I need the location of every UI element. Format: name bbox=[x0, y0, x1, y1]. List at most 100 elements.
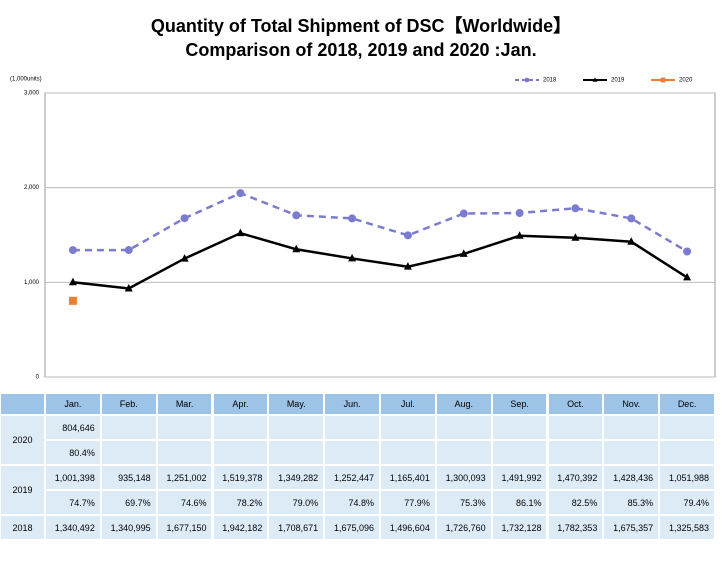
table-cell: 1,708,671 bbox=[268, 515, 325, 540]
table-header: Mar. bbox=[156, 393, 213, 415]
table-cell: 1,300,093 bbox=[435, 465, 492, 490]
table-cell bbox=[435, 440, 492, 465]
table-cell: 1,325,583 bbox=[659, 515, 715, 540]
chart: Quantity of Total Shipment of DSC【Worldw… bbox=[10, 16, 716, 381]
table-cell: 1,782,353 bbox=[547, 515, 604, 540]
table-header: Nov. bbox=[603, 393, 660, 415]
marker bbox=[68, 296, 77, 305]
marker bbox=[627, 237, 636, 245]
table-cell bbox=[380, 415, 436, 440]
marker bbox=[180, 254, 189, 262]
legend-label: 2020 bbox=[679, 78, 693, 84]
table-header: Jun. bbox=[324, 393, 380, 415]
plot-area bbox=[44, 92, 716, 378]
table-cell: 1,726,760 bbox=[435, 515, 492, 540]
table-cell bbox=[156, 415, 213, 440]
series-line bbox=[72, 231, 688, 290]
table-header: Aug. bbox=[435, 393, 492, 415]
table-header: Sep. bbox=[491, 393, 548, 415]
marker bbox=[348, 214, 357, 223]
table-cell: 1,519,378 bbox=[212, 465, 269, 490]
marker bbox=[459, 209, 468, 218]
y-axis-label: (1,000units) bbox=[10, 77, 42, 83]
marker bbox=[68, 246, 77, 255]
marker bbox=[459, 249, 468, 257]
table-cell bbox=[603, 415, 660, 440]
table-cell: 78.2% bbox=[212, 490, 269, 515]
table-row-label: 2019 bbox=[0, 465, 45, 515]
table-cell bbox=[659, 415, 715, 440]
series-line bbox=[72, 191, 688, 253]
table-cell: 1,675,357 bbox=[603, 515, 660, 540]
table-cell bbox=[156, 440, 213, 465]
marker bbox=[660, 77, 666, 83]
table-header: Jan. bbox=[45, 393, 101, 415]
table-cell: 85.3% bbox=[603, 490, 660, 515]
table-corner bbox=[0, 393, 45, 415]
table-cell: 1,491,992 bbox=[491, 465, 548, 490]
marker bbox=[348, 253, 357, 262]
marker bbox=[515, 231, 524, 239]
table-cell bbox=[324, 415, 380, 440]
table-cell: 82.5% bbox=[547, 490, 604, 515]
marker bbox=[403, 262, 412, 270]
table-cell: 1,340,995 bbox=[100, 515, 157, 540]
table-cell: 1,675,096 bbox=[324, 515, 380, 540]
chart-subtitle: Comparison of 2018, 2019 and 2020 :Jan. bbox=[185, 40, 536, 60]
marker bbox=[515, 209, 524, 218]
legend-label: 2018 bbox=[543, 78, 557, 84]
y-tick-label: 1,000 bbox=[24, 280, 40, 286]
marker bbox=[292, 211, 301, 220]
table-cell: 1,340,492 bbox=[45, 515, 101, 540]
table-cell bbox=[268, 415, 325, 440]
marker bbox=[524, 77, 530, 83]
table-cell: 1,428,436 bbox=[603, 465, 660, 490]
table-cell bbox=[435, 415, 492, 440]
table-cell: 74.7% bbox=[45, 490, 101, 515]
marker bbox=[68, 277, 77, 286]
marker bbox=[124, 283, 133, 292]
marker bbox=[236, 189, 245, 198]
table-cell bbox=[547, 440, 604, 465]
marker bbox=[124, 246, 133, 255]
table-cell: 935,148 bbox=[100, 465, 157, 490]
table-cell: 77.9% bbox=[380, 490, 436, 515]
table-cell: 69.7% bbox=[100, 490, 157, 515]
table-cell: 79.4% bbox=[659, 490, 715, 515]
marker bbox=[683, 247, 692, 256]
table-cell bbox=[659, 440, 715, 465]
table-cell bbox=[491, 440, 548, 465]
table-cell bbox=[491, 415, 548, 440]
table-header: Jul. bbox=[380, 393, 436, 415]
table-header: Dec. bbox=[659, 393, 715, 415]
table-cell: 1,001,398 bbox=[45, 465, 101, 490]
table-cell: 86.1% bbox=[491, 490, 548, 515]
table-cell: 1,677,150 bbox=[156, 515, 213, 540]
table-cell: 1,942,182 bbox=[212, 515, 269, 540]
table-cell: 75.3% bbox=[435, 490, 492, 515]
marker bbox=[180, 214, 189, 223]
table-cell: 1,496,604 bbox=[380, 515, 436, 540]
table-cell bbox=[324, 440, 380, 465]
y-tick-label: 3,000 bbox=[24, 91, 40, 97]
table-cell: 80.4% bbox=[45, 440, 101, 465]
marker bbox=[627, 214, 636, 223]
marker bbox=[571, 233, 580, 241]
table-cell: 1,252,447 bbox=[324, 465, 380, 490]
table-cell: 1,349,282 bbox=[268, 465, 325, 490]
table-cell bbox=[212, 415, 269, 440]
marker bbox=[683, 272, 692, 281]
chart-title: Quantity of Total Shipment of DSC【Worldw… bbox=[151, 16, 571, 36]
table-header: Oct. bbox=[547, 393, 604, 415]
legend-label: 2019 bbox=[611, 78, 625, 84]
table-cell bbox=[100, 415, 157, 440]
marker bbox=[592, 77, 598, 82]
table-cell: 1,051,988 bbox=[659, 465, 715, 490]
table-cell bbox=[100, 440, 157, 465]
table-cell: 1,470,392 bbox=[547, 465, 604, 490]
table-cell: 1,165,401 bbox=[380, 465, 436, 490]
table-header: May. bbox=[268, 393, 325, 415]
table-cell: 74.8% bbox=[324, 490, 380, 515]
table-cell bbox=[603, 440, 660, 465]
